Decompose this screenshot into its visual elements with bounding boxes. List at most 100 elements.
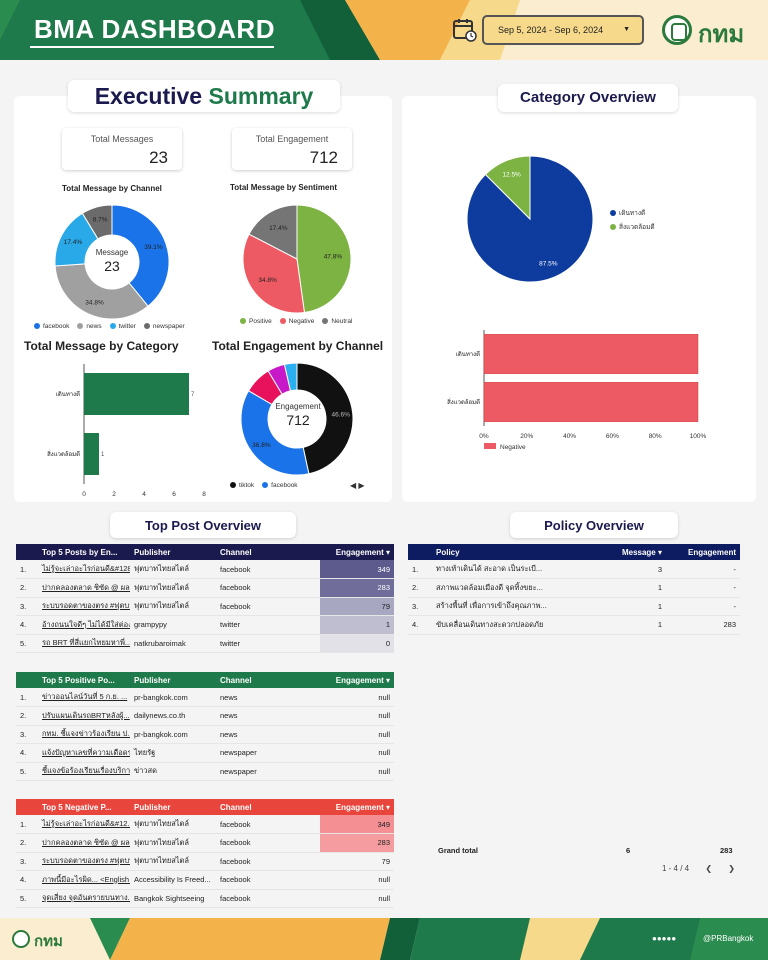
channel-donut-center-value: 23: [104, 258, 120, 274]
legend-dot-icon: [109, 323, 116, 330]
table-cell[interactable]: แจ้งปัญหาเลขที่ความเดือดร...: [38, 743, 130, 763]
table-cell[interactable]: ภาพนี้มีอะไรผิด... <English ...: [38, 870, 130, 890]
table-cell[interactable]: รถ BRT ที่สี่แยกไทยมหาพี่...: [38, 634, 130, 653]
bar-เดินทางดี[interactable]: [483, 334, 699, 374]
table-row[interactable]: 4. อ้างถนนใจดีๆ ไม่ได้มีใส่ต่อง... grampyp…: [16, 615, 394, 635]
table-row[interactable]: 3. สร้างพื้นที่ เพื่อการเข้าถึงคุณภาพ... 1…: [408, 597, 740, 616]
legend-item: tiktok: [230, 482, 254, 489]
slice-สิ่งแวดล้อมดี[interactable]: [484, 155, 531, 221]
column-header[interactable]: Channel: [220, 675, 252, 685]
table-cell[interactable]: ชี้แจงข้อร้องเรียนเรื่องบริการ...: [38, 762, 130, 781]
table-row[interactable]: 3. กทม. ชี้แจงข่าวร้องเรียน ป... pr-bangko…: [16, 725, 394, 744]
table-cell[interactable]: ข่าวออนไลน์วันที่ 5 ก.ย. ...: [38, 688, 130, 707]
bar-สิ่งแวดล้อมดี[interactable]: [84, 433, 99, 475]
table-cell[interactable]: ไม่รู้จะเล่าอะไรก่อนดี&#12...: [38, 815, 130, 834]
column-header[interactable]: Publisher: [134, 675, 171, 685]
table-cell: Bangkok Sightseeing: [130, 889, 216, 908]
table-row[interactable]: 3.ระบบรอดตาของตรง #ฟุตบาทดี...ฟุตบาทไทยส…: [16, 597, 394, 616]
table-row[interactable]: 1. ทางเท้าเดินได้ สะอาด เป็นระเบี... 3-: [408, 560, 740, 579]
slice-segment-4[interactable]: [283, 362, 298, 392]
column-header[interactable]: Engagement ▾: [335, 675, 390, 685]
slice-facebook[interactable]: [111, 204, 170, 307]
table-row[interactable]: 2.ปากคลองตลาด ชิซัด @ ผลา...ฟุตบาทไทยสไต…: [16, 578, 394, 598]
table-cell[interactable]: ไม่รู้จะเล่าอะไรก่อนดี&#128...: [38, 560, 130, 579]
table-cell[interactable]: ปากคลองตลาด ชิซัด @ ผลา...: [38, 578, 130, 598]
table-row[interactable]: 1. ไม่รู้จะเล่าอะไรก่อนดี&#128... ฟุตบาทไท…: [16, 560, 394, 579]
column-header[interactable]: Engagement ▾: [335, 547, 390, 557]
slice-newspaper[interactable]: [81, 204, 113, 240]
table-cell[interactable]: สภาพแวดล้อมเมืองดี จุดทิ้งขยะ...: [432, 578, 578, 598]
table-row[interactable]: 5.ชี้แจงข้อร้องเรียนเรื่องบริการ...ข่าวส…: [16, 762, 394, 781]
table-row[interactable]: 5. รถ BRT ที่สี่แยกไทยมหาพี่... natkrubaro…: [16, 634, 394, 653]
table-cell: news: [216, 688, 320, 707]
column-header[interactable]: Top 5 Negative P...: [42, 802, 112, 812]
bar-สิ่งแวดล้อมดี[interactable]: [483, 382, 699, 422]
table-cell: 349: [320, 815, 394, 834]
column-header[interactable]: Top 5 Posts by En...: [42, 547, 118, 557]
table-cell: facebook: [216, 560, 320, 579]
table-cell: ฟุตบาทไทยสไตล์: [130, 560, 216, 579]
table-cell[interactable]: จุดเสี่ยง จุดอันตรายบนทาง...: [38, 889, 130, 908]
table-cell[interactable]: ระบบรอดตาของตรง #ฟุตบท...: [38, 852, 130, 871]
pager-next-icon[interactable]: ❯: [728, 864, 735, 873]
column-header[interactable]: Engagement: [687, 547, 736, 557]
top5-negative-table: Top 5 Negative P... Publisher Channel Engag…: [16, 799, 394, 908]
pager-prev-icon[interactable]: ❮: [705, 864, 713, 873]
table-row[interactable]: 4. ภาพนี้มีอะไรผิด... <English ... Accessi…: [16, 870, 394, 890]
table-cell[interactable]: ขับเคลื่อนเดินทางสะดวกปลอดภัย: [432, 615, 578, 635]
legend-item: สิ่งแวดล้อมดี: [610, 222, 655, 232]
grand-total-engagement: 283: [720, 846, 733, 855]
slice-Neutral[interactable]: [248, 204, 298, 260]
column-header[interactable]: Channel: [220, 802, 252, 812]
executive-summary-title: Executive Summary: [68, 80, 340, 112]
slice-label: 46.6%: [332, 411, 351, 418]
header-index-cell: [16, 544, 38, 560]
table-cell: 1.: [16, 560, 38, 579]
table-row[interactable]: 1. ไม่รู้จะเล่าอะไรก่อนดี&#12... ฟุตบาทไทย…: [16, 815, 394, 834]
legend-pager-icon[interactable]: ◀ ▶: [350, 481, 365, 490]
table-cell: facebook: [216, 852, 320, 871]
slice-news[interactable]: [54, 263, 149, 320]
date-range-picker[interactable]: Sep 5, 2024 - Sep 6, 2024 ▼: [482, 15, 644, 45]
table-row[interactable]: 2. ปรับแผนเดินรถBRTหลังผู้... dailynews.co…: [16, 706, 394, 726]
table-cell[interactable]: อ้างถนนใจดีๆ ไม่ได้มีใส่ต่อง...: [38, 615, 130, 635]
header-index-cell: [16, 799, 38, 815]
column-header[interactable]: Top 5 Positive Po...: [42, 675, 115, 685]
calendar-icon[interactable]: [452, 17, 478, 43]
social-icons[interactable]: ●●●●●: [652, 934, 677, 943]
table-cell[interactable]: ทางเท้าเดินได้ สะอาด เป็นระเบี...: [432, 560, 578, 579]
bar-เดินทางดี[interactable]: [84, 373, 189, 415]
table-cell: 1: [578, 615, 666, 635]
table-cell[interactable]: ระบบรอดตาของตรง #ฟุตบาทดี...: [38, 597, 130, 616]
legend-item: facebook: [262, 482, 298, 489]
table-row[interactable]: 2. ปากคลองตลาด ชิซัด @ ผล... ฟุตบาทไทยสไตล…: [16, 833, 394, 853]
slice-Positive[interactable]: [296, 204, 352, 314]
x-tick-label: 6: [172, 491, 176, 498]
table-row[interactable]: 4. แจ้งปัญหาเลขที่ความเดือดร... ไทยรัฐ news…: [16, 743, 394, 763]
title-part-executive: Executive: [94, 83, 203, 109]
table-cell[interactable]: กทม. ชี้แจงข่าวร้องเรียน ป...: [38, 725, 130, 744]
data-table: Policy Message ▾ Engagement 1. ทางเท้าเดินได…: [408, 544, 740, 635]
column-header[interactable]: Publisher: [134, 802, 171, 812]
table-row[interactable]: 2. สภาพแวดล้อมเมืองดี จุดทิ้งขยะ... 1-: [408, 578, 740, 598]
table-cell[interactable]: ปรับแผนเดินรถBRTหลังผู้...: [38, 706, 130, 726]
column-header[interactable]: Publisher: [134, 547, 171, 557]
table-row[interactable]: 3.ระบบรอดตาของตรง #ฟุตบท...ฟุตบาทไทยสไตล…: [16, 852, 394, 871]
table-cell[interactable]: สร้างพื้นที่ เพื่อการเข้าถึงคุณภาพ...: [432, 597, 578, 616]
column-header[interactable]: Channel: [220, 547, 252, 557]
channel-donut-chart: 39.1% 34.8% 17.4% 8.7%: [54, 204, 170, 320]
table-row[interactable]: 4. ขับเคลื่อนเดินทางสะดวกปลอดภัย 1 283: [408, 615, 740, 635]
table-cell[interactable]: ปากคลองตลาด ชิซัด @ ผล...: [38, 833, 130, 853]
slice-facebook[interactable]: [240, 390, 310, 476]
slice-Negative[interactable]: [242, 233, 306, 314]
column-header[interactable]: Policy: [436, 547, 460, 557]
x-tick-label: 100%: [690, 433, 707, 440]
table-row[interactable]: 1. ข่าวออนไลน์วันที่ 5 ก.ย. ... pr-bangkok…: [16, 688, 394, 707]
table-cell: 0: [320, 634, 394, 653]
table-cell: 2.: [408, 578, 432, 598]
column-header[interactable]: Engagement ▾: [335, 802, 390, 812]
table-row[interactable]: 5. จุดเสี่ยง จุดอันตรายบนทาง... Bangkok Si…: [16, 889, 394, 908]
slice-tiktok[interactable]: [296, 362, 354, 475]
column-header[interactable]: Message ▾: [621, 547, 662, 557]
legend-item: twitter: [109, 323, 136, 330]
